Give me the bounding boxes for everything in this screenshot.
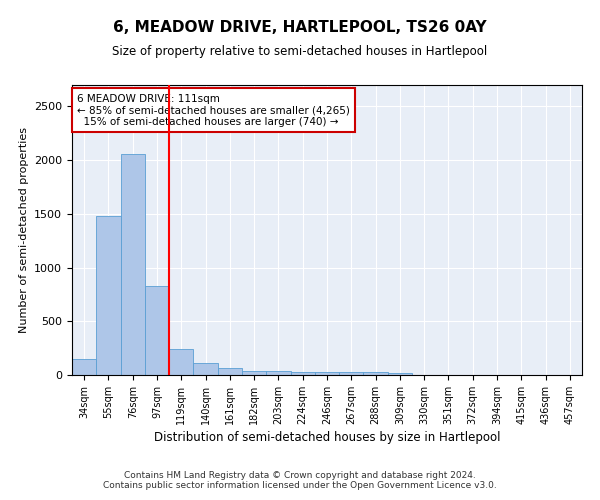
Text: 6, MEADOW DRIVE, HARTLEPOOL, TS26 0AY: 6, MEADOW DRIVE, HARTLEPOOL, TS26 0AY bbox=[113, 20, 487, 35]
Bar bbox=[290, 372, 315, 375]
Bar bbox=[218, 368, 242, 375]
Bar bbox=[96, 216, 121, 375]
Bar bbox=[315, 372, 339, 375]
Bar bbox=[169, 348, 193, 375]
X-axis label: Distribution of semi-detached houses by size in Hartlepool: Distribution of semi-detached houses by … bbox=[154, 431, 500, 444]
Bar bbox=[364, 372, 388, 375]
Bar bbox=[388, 373, 412, 375]
Text: 6 MEADOW DRIVE: 111sqm
← 85% of semi-detached houses are smaller (4,265)
  15% o: 6 MEADOW DRIVE: 111sqm ← 85% of semi-det… bbox=[77, 94, 350, 127]
Bar bbox=[339, 372, 364, 375]
Bar bbox=[121, 154, 145, 375]
Bar bbox=[266, 371, 290, 375]
Text: Contains HM Land Registry data © Crown copyright and database right 2024.
Contai: Contains HM Land Registry data © Crown c… bbox=[103, 470, 497, 490]
Bar bbox=[242, 370, 266, 375]
Bar bbox=[72, 359, 96, 375]
Y-axis label: Number of semi-detached properties: Number of semi-detached properties bbox=[19, 127, 29, 333]
Bar bbox=[193, 363, 218, 375]
Text: Size of property relative to semi-detached houses in Hartlepool: Size of property relative to semi-detach… bbox=[112, 45, 488, 58]
Bar bbox=[145, 286, 169, 375]
